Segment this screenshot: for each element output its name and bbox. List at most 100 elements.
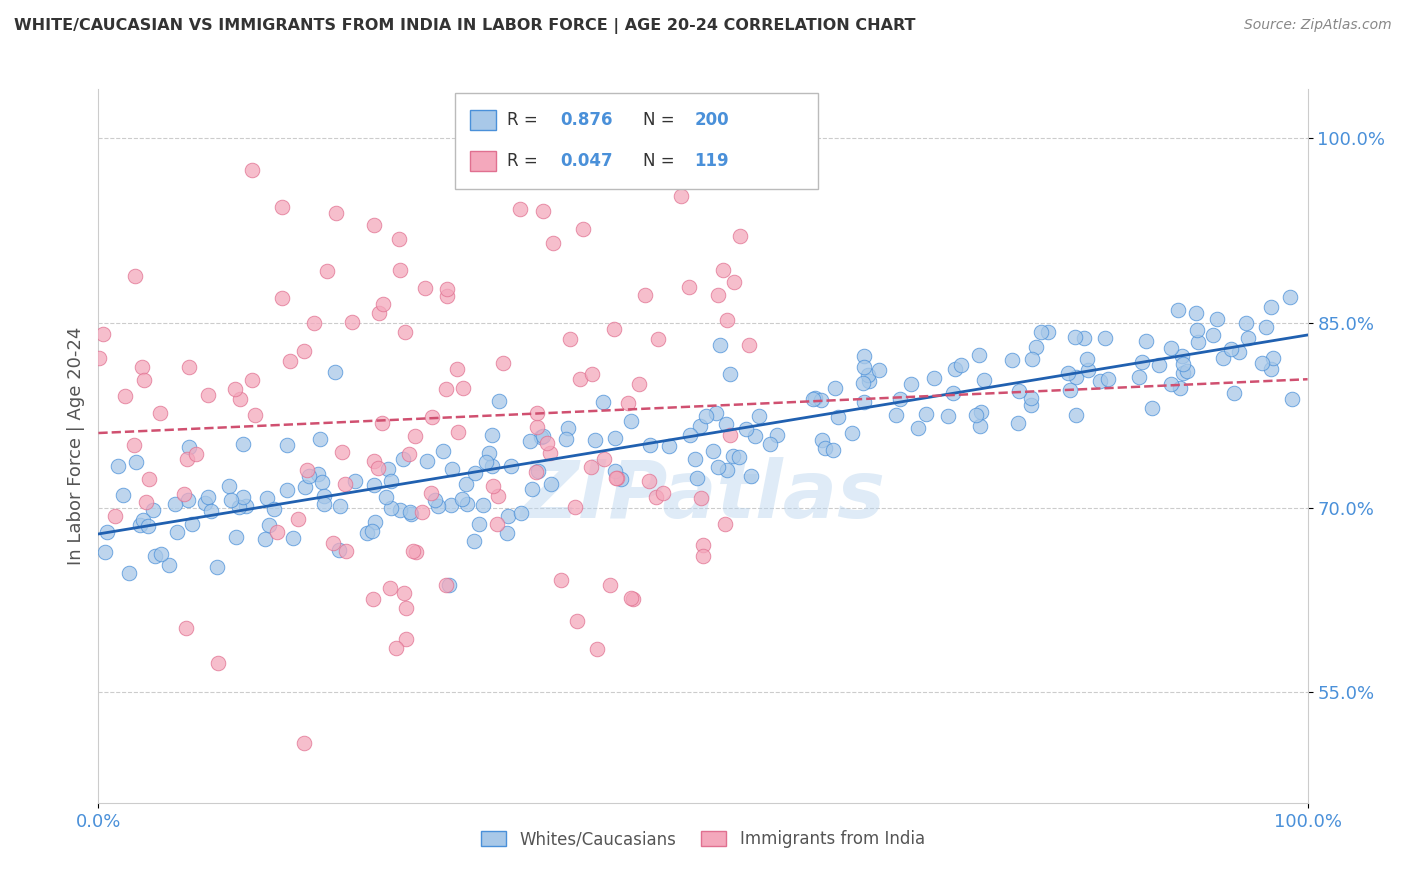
Point bbox=[207, 656, 229, 670]
Point bbox=[125, 455, 148, 469]
Point bbox=[1202, 327, 1225, 342]
Point bbox=[1173, 366, 1195, 380]
Point bbox=[399, 505, 422, 519]
Point bbox=[689, 418, 711, 433]
Point bbox=[329, 499, 352, 513]
Point bbox=[131, 359, 153, 374]
Point bbox=[1097, 372, 1119, 386]
Point bbox=[240, 163, 263, 178]
Point bbox=[371, 416, 394, 430]
Point bbox=[266, 525, 288, 540]
Point bbox=[464, 466, 486, 480]
Point bbox=[824, 381, 846, 395]
Point bbox=[967, 348, 990, 362]
Point bbox=[949, 359, 972, 373]
Point bbox=[638, 438, 661, 452]
Point bbox=[811, 433, 834, 447]
Point bbox=[136, 519, 159, 533]
Point bbox=[1021, 352, 1043, 367]
Point bbox=[427, 499, 450, 513]
Point bbox=[129, 517, 152, 532]
Point bbox=[292, 736, 315, 750]
Point bbox=[240, 373, 263, 387]
Point bbox=[278, 353, 301, 368]
Point bbox=[344, 474, 367, 488]
Point bbox=[1031, 325, 1053, 339]
Point bbox=[1064, 409, 1087, 423]
Point bbox=[174, 621, 197, 635]
Point bbox=[173, 486, 195, 500]
Point bbox=[437, 578, 460, 592]
Point bbox=[678, 280, 700, 294]
Point bbox=[858, 374, 880, 388]
Point bbox=[519, 434, 541, 448]
Point bbox=[385, 641, 408, 656]
Point bbox=[311, 475, 333, 489]
Point bbox=[363, 218, 385, 232]
Point bbox=[388, 262, 411, 277]
Point bbox=[205, 560, 228, 574]
Point bbox=[149, 547, 172, 561]
Point bbox=[1212, 351, 1234, 366]
Point bbox=[440, 462, 463, 476]
Text: N =: N = bbox=[643, 111, 679, 128]
Point bbox=[420, 409, 443, 424]
Point bbox=[328, 543, 350, 558]
Point bbox=[298, 469, 321, 483]
Point bbox=[1279, 290, 1302, 304]
Point bbox=[367, 460, 389, 475]
Point bbox=[695, 409, 717, 423]
Point bbox=[425, 492, 447, 507]
Point bbox=[526, 406, 548, 420]
Point bbox=[583, 433, 606, 447]
Point bbox=[530, 429, 553, 443]
Point bbox=[404, 429, 426, 443]
Point bbox=[1185, 306, 1208, 320]
Point bbox=[177, 440, 200, 454]
Point bbox=[692, 549, 714, 563]
Point bbox=[297, 463, 319, 477]
Point bbox=[702, 443, 724, 458]
Point bbox=[309, 432, 332, 446]
Point bbox=[647, 332, 669, 346]
Point bbox=[853, 360, 876, 375]
Point bbox=[456, 497, 478, 511]
Point bbox=[679, 428, 702, 442]
Point bbox=[243, 408, 266, 422]
Point bbox=[692, 537, 714, 551]
Text: ZIPatlas: ZIPatlas bbox=[520, 457, 886, 535]
Point bbox=[606, 471, 628, 485]
Point bbox=[330, 444, 353, 458]
Point bbox=[1260, 300, 1282, 314]
Point bbox=[368, 306, 391, 320]
Point bbox=[738, 338, 761, 352]
Point bbox=[335, 544, 357, 558]
Point bbox=[801, 392, 824, 406]
Point bbox=[868, 362, 890, 376]
Point bbox=[432, 443, 454, 458]
Point bbox=[468, 46, 491, 61]
Point bbox=[592, 394, 614, 409]
Point bbox=[714, 417, 737, 431]
Point bbox=[392, 586, 415, 600]
Point bbox=[177, 493, 200, 508]
Point bbox=[621, 592, 644, 607]
Text: WHITE/CAUCASIAN VS IMMIGRANTS FROM INDIA IN LABOR FORCE | AGE 20-24 CORRELATION : WHITE/CAUCASIAN VS IMMIGRANTS FROM INDIA… bbox=[14, 18, 915, 34]
Point bbox=[704, 406, 727, 420]
Point bbox=[841, 425, 863, 440]
Text: 0.047: 0.047 bbox=[561, 152, 613, 169]
Point bbox=[690, 491, 713, 505]
Point bbox=[142, 502, 165, 516]
Point bbox=[969, 418, 991, 433]
Point bbox=[1063, 329, 1085, 343]
Point bbox=[651, 485, 673, 500]
Point bbox=[94, 544, 117, 558]
Point bbox=[1001, 352, 1024, 367]
FancyBboxPatch shape bbox=[470, 110, 496, 130]
Point bbox=[568, 372, 591, 386]
Point bbox=[560, 332, 582, 346]
Point bbox=[363, 478, 385, 492]
Point bbox=[727, 450, 749, 465]
Point bbox=[564, 500, 586, 514]
Point bbox=[1160, 342, 1182, 356]
